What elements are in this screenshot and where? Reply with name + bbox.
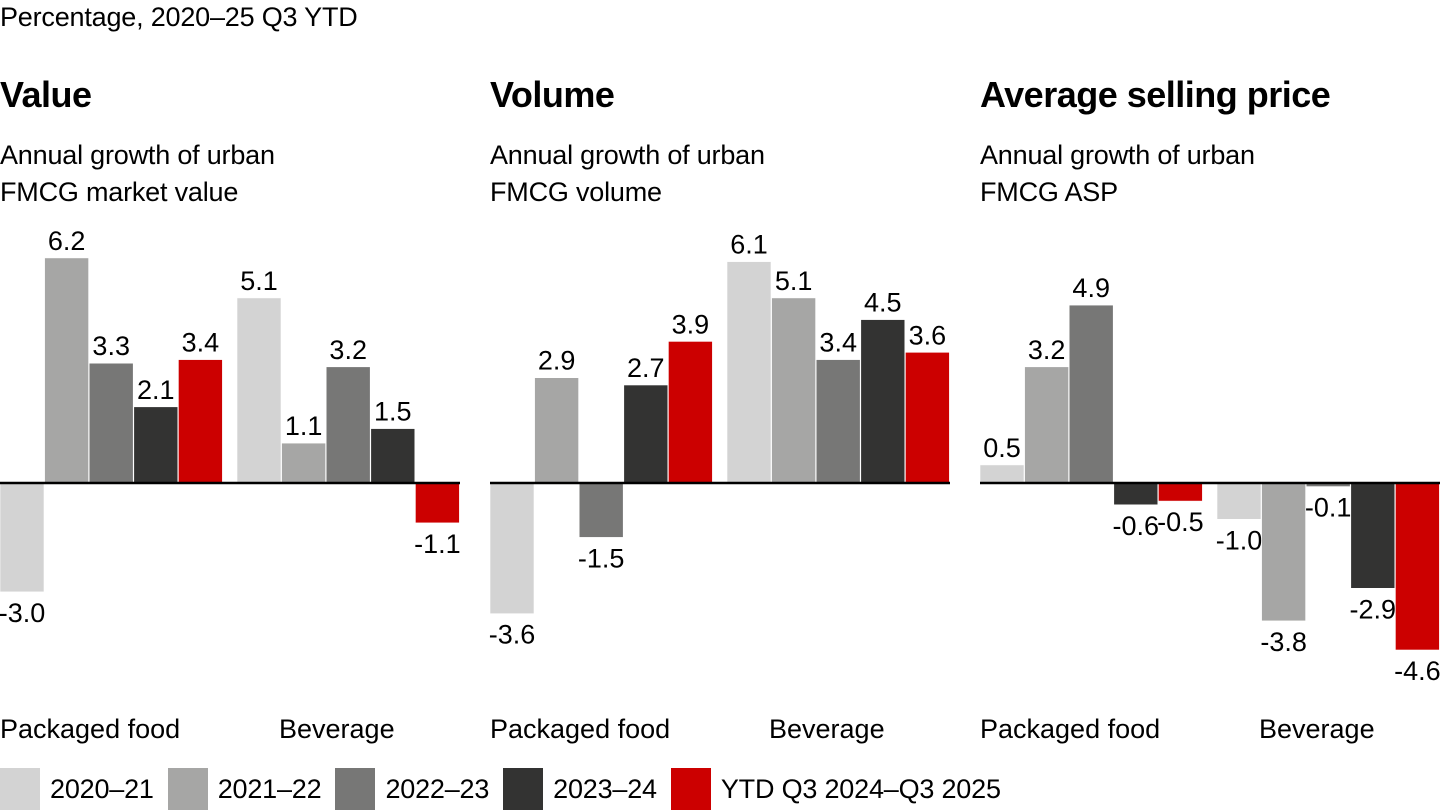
bar (1068, 304, 1114, 484)
legend-item: YTD Q3 2024–Q3 2025 (670, 768, 1001, 810)
data-label: 5.1 (240, 266, 278, 296)
data-label: 3.2 (1028, 335, 1066, 365)
data-label: -3.0 (0, 598, 45, 628)
data-label: -0.6 (1113, 511, 1160, 541)
bar (534, 377, 579, 484)
data-label: -0.1 (1305, 493, 1352, 523)
category-label: Packaged food (490, 714, 670, 744)
data-label: 3.4 (819, 328, 857, 358)
data-label: 3.4 (182, 328, 220, 358)
legend-swatch-2020-21 (0, 768, 40, 810)
panel-desc-line: FMCG market value (0, 177, 239, 207)
category-label: Packaged food (980, 714, 1160, 744)
data-label: -1.0 (1216, 525, 1263, 555)
data-label: 5.1 (775, 266, 813, 296)
data-label: -4.6 (1394, 656, 1440, 686)
bar (1395, 482, 1440, 651)
bar (1216, 482, 1262, 520)
legend-label: 2022–23 (385, 773, 490, 804)
bar (0, 482, 45, 593)
bar (325, 366, 371, 484)
data-label: 3.2 (329, 335, 367, 365)
bar (860, 319, 906, 484)
bar (726, 261, 772, 484)
chart-subtitle: Percentage, 2020–25 Q3 YTD (0, 2, 358, 32)
bar (133, 406, 179, 484)
bar (178, 359, 223, 484)
category-label: Packaged food (0, 714, 180, 744)
bar (815, 359, 861, 484)
data-label: 1.5 (374, 397, 412, 427)
legend-label: 2021–22 (217, 773, 322, 804)
panel-desc-line: Annual growth of urban (490, 140, 765, 170)
category-label: Beverage (279, 714, 395, 744)
data-label: -3.8 (1260, 627, 1307, 657)
bar (905, 351, 950, 484)
bar (1261, 482, 1306, 622)
data-label: -2.9 (1350, 594, 1397, 624)
data-label: 3.9 (672, 309, 710, 339)
data-label: 4.5 (864, 288, 902, 318)
bar (88, 362, 134, 484)
panel-title-asp: Average selling price (980, 74, 1331, 115)
data-label: 4.9 (1072, 273, 1110, 303)
bar (1024, 366, 1069, 484)
panel-desc-value: Annual growth of urban FMCG market value (0, 137, 275, 211)
data-label: 3.3 (92, 331, 130, 361)
panel-desc-line: FMCG volume (490, 177, 662, 207)
data-label: 2.1 (137, 375, 175, 405)
panel-desc-volume: Annual growth of urban FMCG volume (490, 137, 765, 211)
bar (668, 341, 713, 484)
data-label: -1.1 (414, 529, 461, 559)
legend-swatch-2022-23 (335, 768, 376, 810)
data-label: 3.6 (909, 320, 947, 350)
bar (1350, 482, 1396, 589)
legend: 2020–21 2021–22 2022–23 2023–24 YTD Q3 2… (0, 768, 1015, 810)
legend-label: 2020–21 (50, 773, 154, 804)
data-label: -0.5 (1157, 507, 1204, 537)
bar (489, 482, 535, 614)
bar (623, 384, 669, 484)
bar (44, 257, 89, 484)
data-label: 0.5 (983, 433, 1021, 463)
panel-title-volume: Volume (490, 74, 615, 115)
legend-item: 2020–21 (0, 768, 154, 810)
panel-desc-line: Annual growth of urban (980, 140, 1255, 170)
bar (370, 428, 416, 484)
legend-label: YTD Q3 2024–Q3 2025 (720, 773, 1001, 804)
bar (236, 297, 282, 484)
bar (578, 482, 624, 538)
bar (979, 464, 1025, 484)
panel-title-value: Value (0, 74, 92, 115)
legend-label: 2023–24 (553, 773, 657, 804)
bar (281, 442, 326, 484)
legend-item: 2023–24 (503, 768, 657, 810)
data-label: 2.9 (538, 346, 576, 376)
category-label: Beverage (1259, 714, 1375, 744)
panel-desc-asp: Annual growth of urban FMCG ASP (980, 137, 1255, 211)
panel-desc-line: Annual growth of urban (0, 140, 275, 170)
data-label: -3.6 (489, 620, 536, 650)
data-label: -1.5 (578, 544, 625, 574)
data-label: 1.1 (285, 411, 323, 441)
legend-swatch-2023-24 (503, 768, 544, 810)
data-label: 6.1 (730, 230, 768, 260)
bar (1113, 482, 1159, 506)
legend-item: 2022–23 (335, 768, 489, 810)
category-label: Beverage (769, 714, 885, 744)
legend-item: 2021–22 (167, 768, 322, 810)
panel-desc-line: FMCG ASP (980, 177, 1118, 207)
bar (1158, 482, 1203, 502)
bar (415, 482, 460, 524)
bar (771, 297, 816, 484)
data-label: 6.2 (48, 226, 86, 256)
data-label: 2.7 (627, 353, 665, 383)
legend-swatch-2021-22 (167, 768, 208, 810)
legend-swatch-ytd (670, 768, 711, 810)
